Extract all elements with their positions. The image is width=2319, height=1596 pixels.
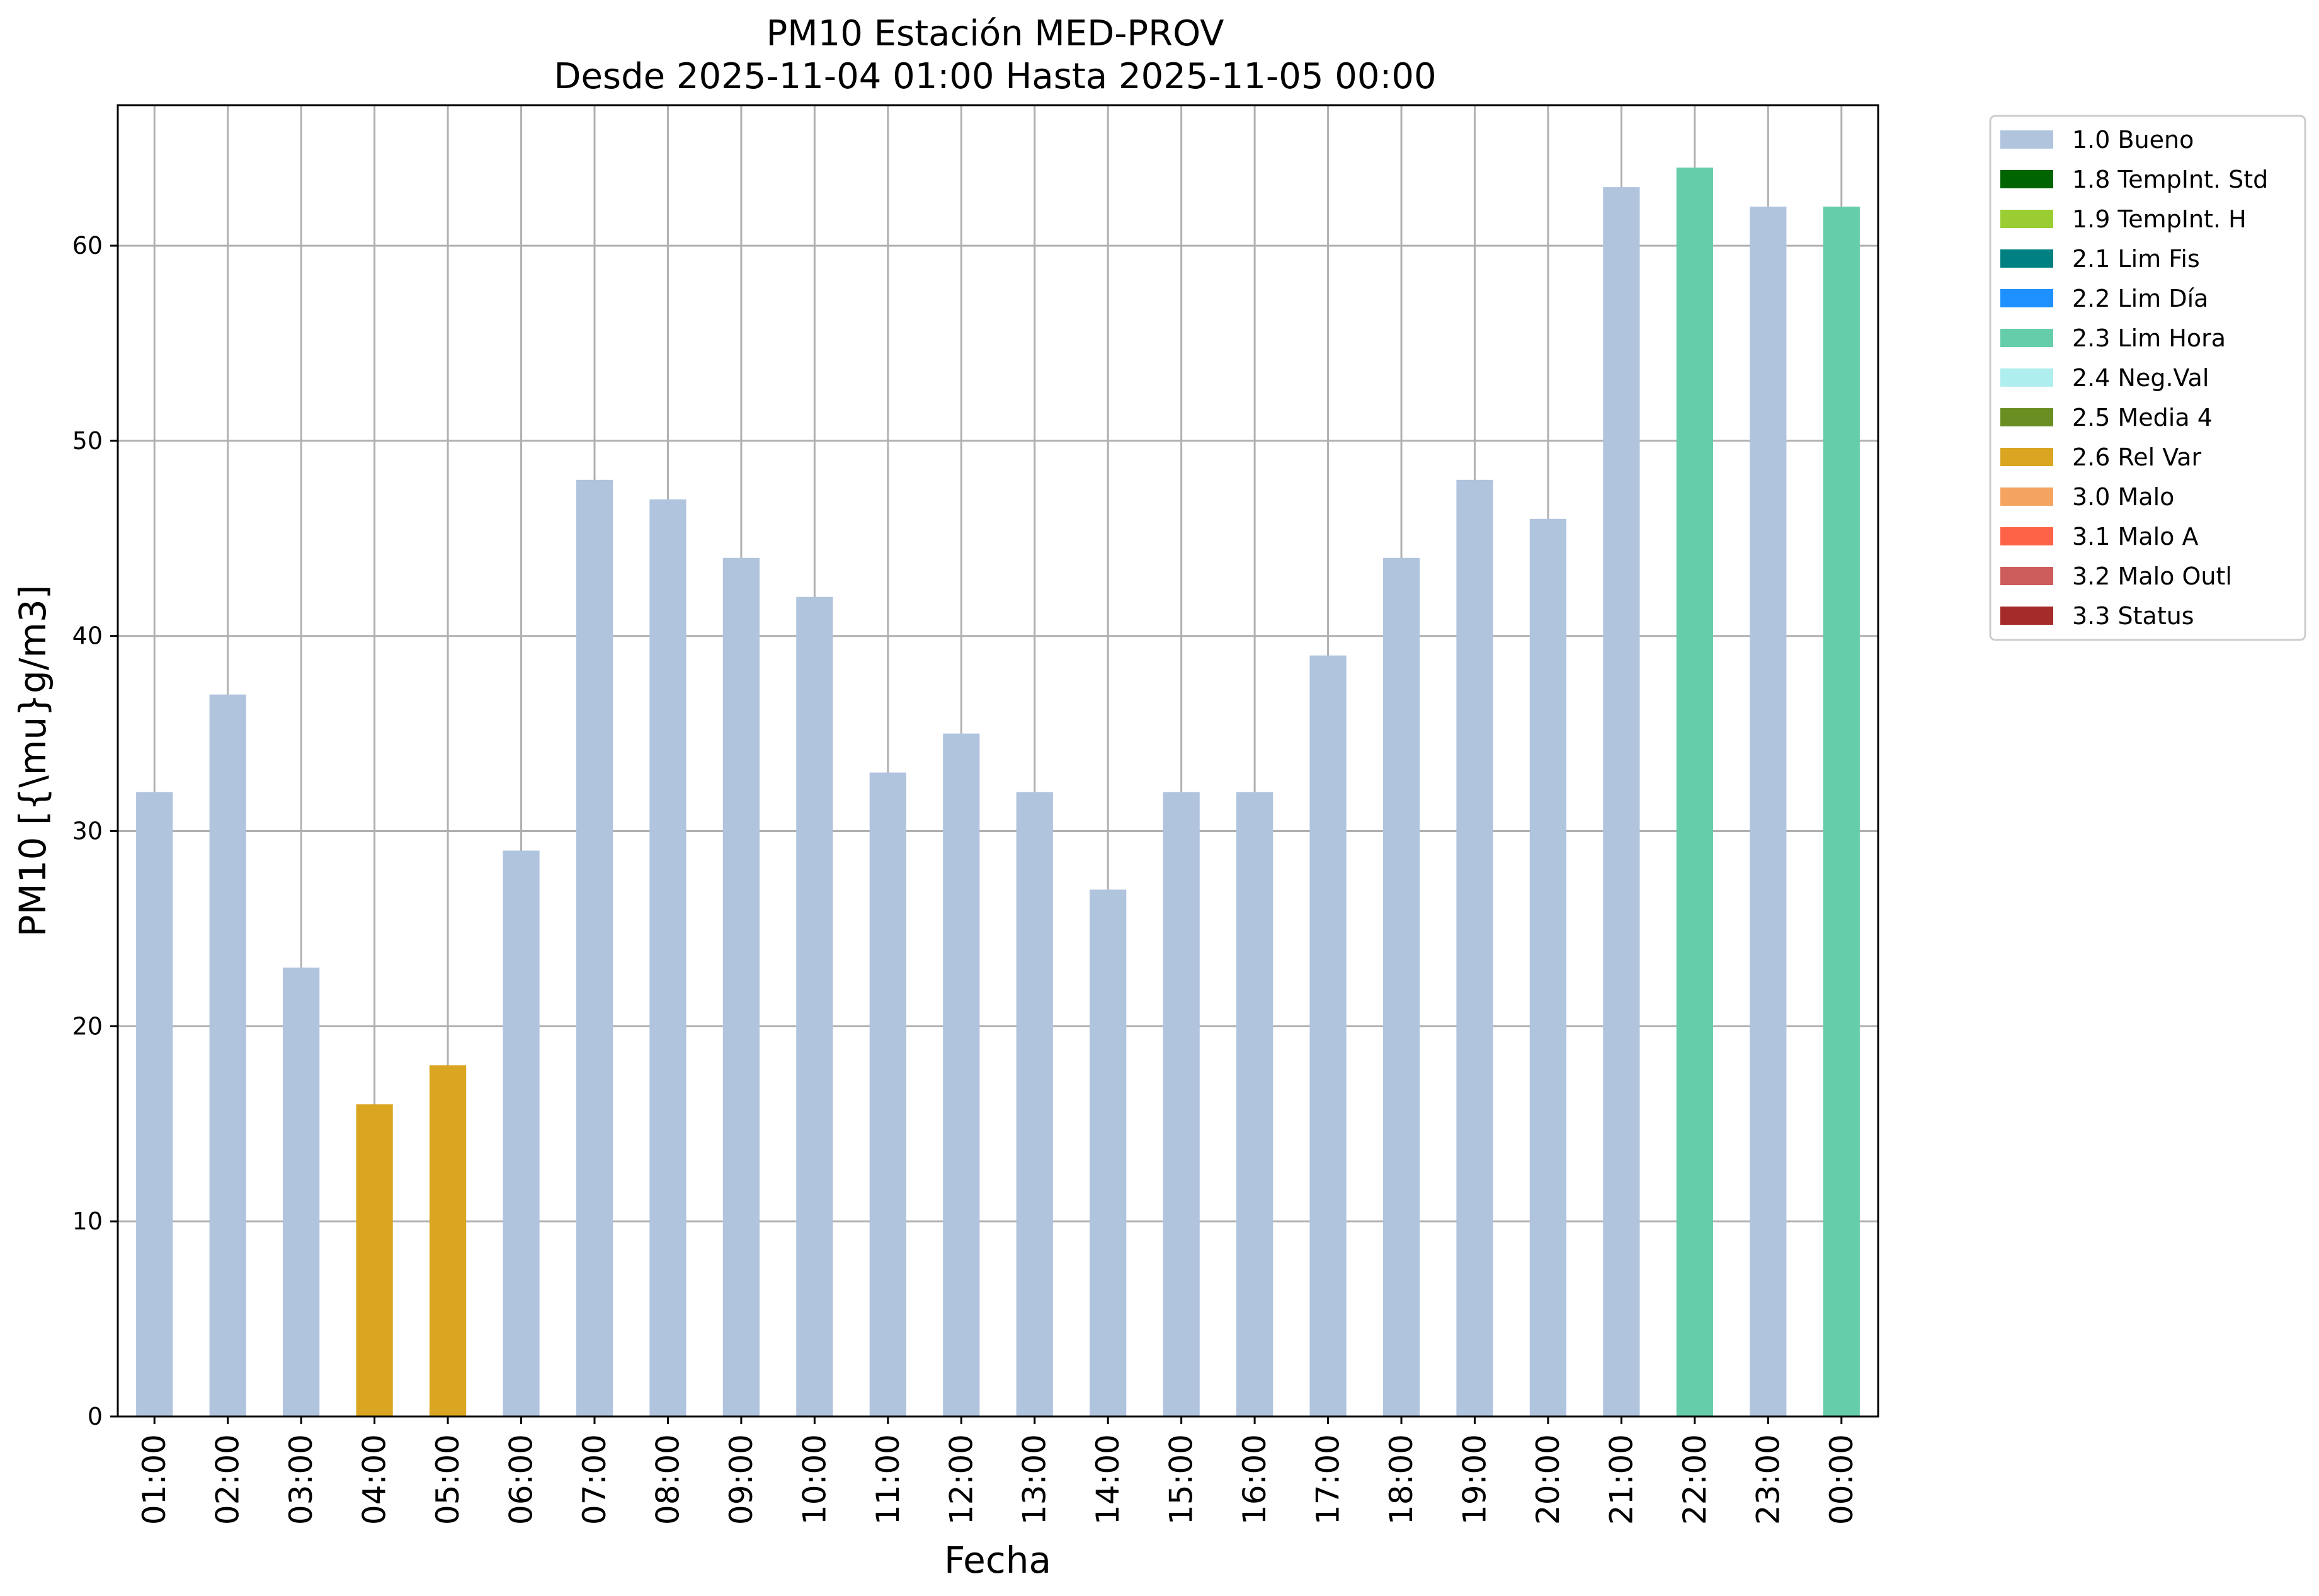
legend-swatch: [2000, 368, 2053, 387]
legend-label: 3.1 Malo A: [2072, 523, 2198, 550]
x-tick-label: 17:00: [1310, 1434, 1347, 1525]
bar-23:00: [1750, 207, 1787, 1416]
x-tick-label: 12:00: [943, 1434, 979, 1525]
legend: 1.0 Bueno 1.8 TempInt. Std 1.9 TempInt. H 2…: [1989, 115, 2306, 641]
legend-label: 2.1 Lim Fis: [2072, 245, 2200, 273]
legend-label: 2.2 Lim Día: [2072, 285, 2208, 312]
legend-swatch: [2000, 329, 2053, 347]
legend-swatch: [2000, 567, 2053, 585]
legend-label: 3.3 Status: [2072, 602, 2194, 630]
legend-label: 3.0 Malo: [2072, 483, 2174, 511]
legend-swatch: [2000, 607, 2053, 625]
x-tick-label: 05:00: [430, 1434, 466, 1525]
x-tick-label: 09:00: [723, 1434, 760, 1525]
bar-10:00: [796, 596, 833, 1416]
x-tick-label: 13:00: [1017, 1434, 1053, 1525]
y-tick-label: 60: [72, 232, 103, 259]
x-tick-label: 01:00: [136, 1434, 173, 1525]
y-axis-label: PM10 [{\mu}g/m3]: [11, 585, 54, 937]
legend-swatch: [2000, 448, 2053, 466]
legend-label: 2.6 Rel Var: [2072, 443, 2202, 471]
bar-12:00: [943, 733, 980, 1416]
chart-subtitle: Desde 2025-11-04 01:00 Hasta 2025-11-05 …: [554, 56, 1436, 97]
bar-03:00: [283, 967, 320, 1416]
legend-swatch: [2000, 170, 2053, 188]
x-tick-label: 14:00: [1090, 1434, 1126, 1525]
bar-20:00: [1529, 518, 1567, 1416]
bar-16:00: [1236, 792, 1273, 1416]
bar-00:00: [1823, 207, 1860, 1416]
bar-15:00: [1163, 792, 1200, 1416]
legend-box: [1989, 115, 2306, 641]
bar-13:00: [1016, 792, 1053, 1416]
bar-09:00: [722, 557, 760, 1417]
x-tick-label: 02:00: [210, 1434, 246, 1525]
x-tick-label: 22:00: [1677, 1434, 1713, 1525]
x-tick-label: 00:00: [1823, 1434, 1860, 1525]
legend-label: 3.2 Malo Outl: [2072, 562, 2232, 590]
x-tick-label: 06:00: [503, 1434, 540, 1525]
bar-19:00: [1456, 479, 1493, 1416]
y-tick-label: 40: [72, 622, 103, 650]
legend-swatch: [2000, 487, 2053, 506]
x-tick-label: 07:00: [576, 1434, 613, 1525]
legend-label: 1.0 Bueno: [2072, 126, 2194, 154]
bar-14:00: [1090, 889, 1127, 1416]
bar-02:00: [209, 694, 246, 1416]
legend-swatch: [2000, 527, 2053, 545]
chart-title: PM10 Estación MED-PROV: [766, 13, 1224, 54]
bar-11:00: [869, 772, 906, 1416]
x-tick-label: 03:00: [283, 1434, 319, 1525]
x-tick-label: 18:00: [1383, 1434, 1420, 1525]
legend-label: 2.5 Media 4: [2072, 404, 2213, 431]
bar-04:00: [356, 1104, 393, 1416]
bar-06:00: [503, 850, 540, 1416]
y-tick-label: 10: [72, 1207, 103, 1235]
x-tick-label: 19:00: [1456, 1434, 1493, 1525]
bar-07:00: [576, 479, 613, 1416]
legend-swatch: [2000, 210, 2053, 228]
y-axis-ticks: 0 10 20 30 40 50 60: [72, 232, 118, 1430]
x-tick-label: 20:00: [1530, 1434, 1566, 1525]
x-tick-label: 15:00: [1163, 1434, 1200, 1525]
x-tick-label: 04:00: [356, 1434, 393, 1525]
x-axis-ticks: 01:00 02:00 03:00 04:00 05:00 06:00 07:00 08:00…: [136, 1416, 1860, 1525]
y-tick-label: 50: [72, 427, 103, 455]
y-tick-label: 30: [72, 818, 103, 845]
bar-22:00: [1676, 168, 1713, 1417]
legend-label: 1.8 TempInt. Std: [2072, 166, 2268, 193]
x-tick-label: 21:00: [1603, 1434, 1639, 1525]
bar-21:00: [1603, 187, 1640, 1416]
legend-swatch: [2000, 289, 2053, 307]
x-axis-label: Fecha: [944, 1539, 1051, 1582]
bar-08:00: [649, 499, 687, 1416]
x-tick-label: 08:00: [649, 1434, 686, 1525]
y-tick-label: 20: [72, 1012, 103, 1040]
legend-swatch: [2000, 249, 2053, 268]
bar-18:00: [1382, 557, 1420, 1417]
x-tick-label: 10:00: [796, 1434, 833, 1525]
y-tick-label: 0: [88, 1403, 103, 1430]
bar-01:00: [136, 792, 173, 1416]
x-tick-label: 23:00: [1750, 1434, 1786, 1525]
bar-17:00: [1309, 655, 1347, 1416]
legend-swatch: [2000, 408, 2053, 426]
x-tick-label: 11:00: [870, 1434, 906, 1525]
legend-label: 1.9 TempInt. H: [2072, 205, 2247, 233]
plot-area-frame: [117, 104, 1879, 1418]
x-tick-label: 16:00: [1236, 1434, 1273, 1525]
legend-swatch: [2000, 130, 2053, 149]
legend-label: 2.4 Neg.Val: [2072, 364, 2209, 392]
legend-label: 2.3 Lim Hora: [2072, 324, 2226, 352]
bar-05:00: [429, 1065, 467, 1416]
bars: [136, 168, 1860, 1417]
